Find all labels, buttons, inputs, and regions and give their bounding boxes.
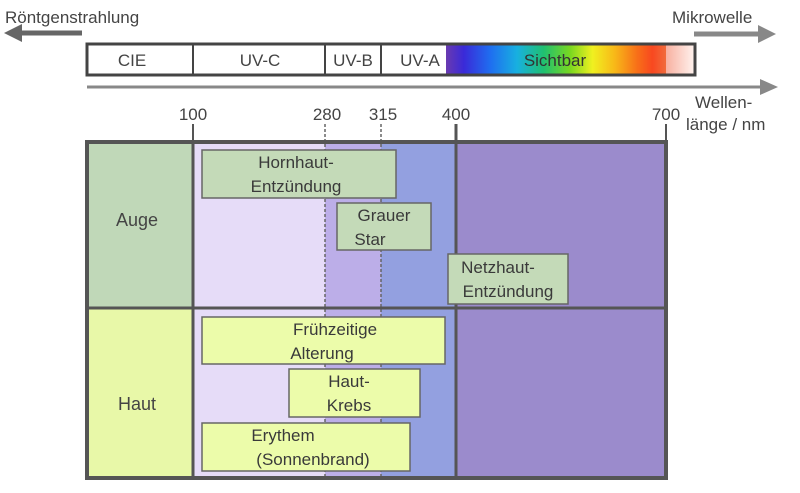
row-label-haut: Haut	[118, 394, 156, 414]
effect-box-label: Frühzeitige	[293, 320, 377, 339]
haut-row-header-bg	[87, 308, 193, 478]
effect-box-label: Entzündung	[463, 282, 554, 301]
effect-box-skin-cancer: Haut- Krebs	[288, 368, 421, 418]
effect-box-label: Erythem	[251, 426, 314, 445]
effect-box-premature-aging: Frühzeitige Alterung	[201, 316, 446, 365]
auge-row-header-bg	[87, 142, 193, 308]
effect-box-label: Krebs	[327, 396, 371, 415]
effect-box-retina-inflammation: Netzhaut- Entzündung	[447, 253, 569, 305]
band-label-visible: Sichtbar	[524, 51, 587, 70]
tick-label-315: 315	[369, 105, 397, 124]
effect-box-label: Star	[354, 230, 386, 249]
wavelength-axis	[87, 79, 778, 95]
effect-box-label: Hornhaut-	[258, 153, 334, 172]
effect-box-cataract: Grauer Star	[336, 202, 432, 251]
tick-label-280: 280	[313, 105, 341, 124]
band-label-cie: CIE	[118, 51, 146, 70]
band-label-uva: UV-A	[400, 51, 440, 70]
effect-box-label: Entzündung	[251, 177, 342, 196]
near-infrared-gradient	[666, 44, 695, 75]
microwave-label: Mikrowelle	[672, 8, 752, 27]
effect-box-label: (Sonnenbrand)	[256, 450, 369, 469]
visible-spectrum-gradient	[446, 44, 668, 75]
effect-box-label: Grauer	[358, 206, 411, 225]
wavelength-unit-line2: länge / nm	[686, 115, 765, 134]
effect-box-sunburn: Erythem (Sonnenbrand)	[201, 422, 411, 472]
tick-label-700: 700	[652, 105, 680, 124]
band-label-uvc: UV-C	[240, 51, 281, 70]
effect-box-label: Alterung	[290, 344, 353, 363]
visible-zone	[456, 142, 666, 478]
xray-direction-arrow	[4, 24, 82, 42]
spectrum-bar	[85, 42, 697, 77]
row-label-auge: Auge	[116, 210, 158, 230]
band-label-uvb: UV-B	[333, 51, 373, 70]
effect-box-cornea-inflammation: Hornhaut- Entzündung	[201, 149, 397, 199]
wavelength-unit-line1: Wellen-	[695, 93, 752, 112]
effect-box-label: Netzhaut-	[461, 258, 535, 277]
microwave-direction-arrow	[694, 25, 776, 43]
tick-label-400: 400	[442, 105, 470, 124]
tick-label-100: 100	[179, 105, 207, 124]
xray-label: Röntgenstrahlung	[5, 8, 139, 27]
effect-box-label: Haut-	[328, 372, 370, 391]
